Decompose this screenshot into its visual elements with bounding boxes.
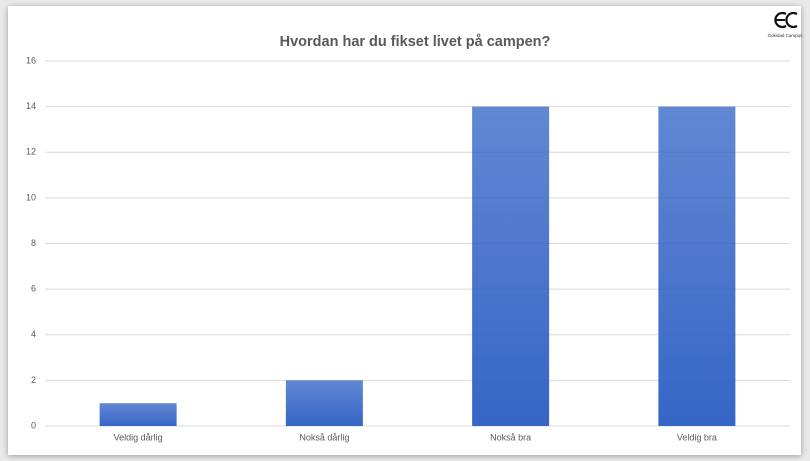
x-tick-label: Nokså dårlig: [299, 432, 349, 442]
x-tick-label: Veldig bra: [677, 432, 717, 442]
bar: [99, 403, 177, 426]
y-tick-label: 16: [26, 55, 36, 65]
logo-text: Gokstad Campus: [768, 33, 804, 38]
bar: [658, 106, 736, 426]
y-tick-label: 2: [31, 375, 36, 385]
bar: [472, 106, 550, 426]
y-tick-label: 12: [26, 147, 36, 157]
x-tick-label: Veldig dårlig: [114, 432, 163, 442]
x-tick-label: Nokså bra: [490, 432, 531, 442]
y-tick-label: 0: [31, 420, 36, 430]
y-tick-label: 4: [31, 329, 36, 339]
bar: [285, 380, 363, 426]
logo: [774, 11, 798, 29]
y-tick-label: 14: [26, 101, 36, 111]
y-tick-label: 10: [26, 192, 36, 202]
y-tick-label: 6: [31, 284, 36, 294]
chart-title: Hvordan har du fikset livet på campen?: [280, 34, 551, 50]
y-tick-label: 8: [31, 238, 36, 248]
